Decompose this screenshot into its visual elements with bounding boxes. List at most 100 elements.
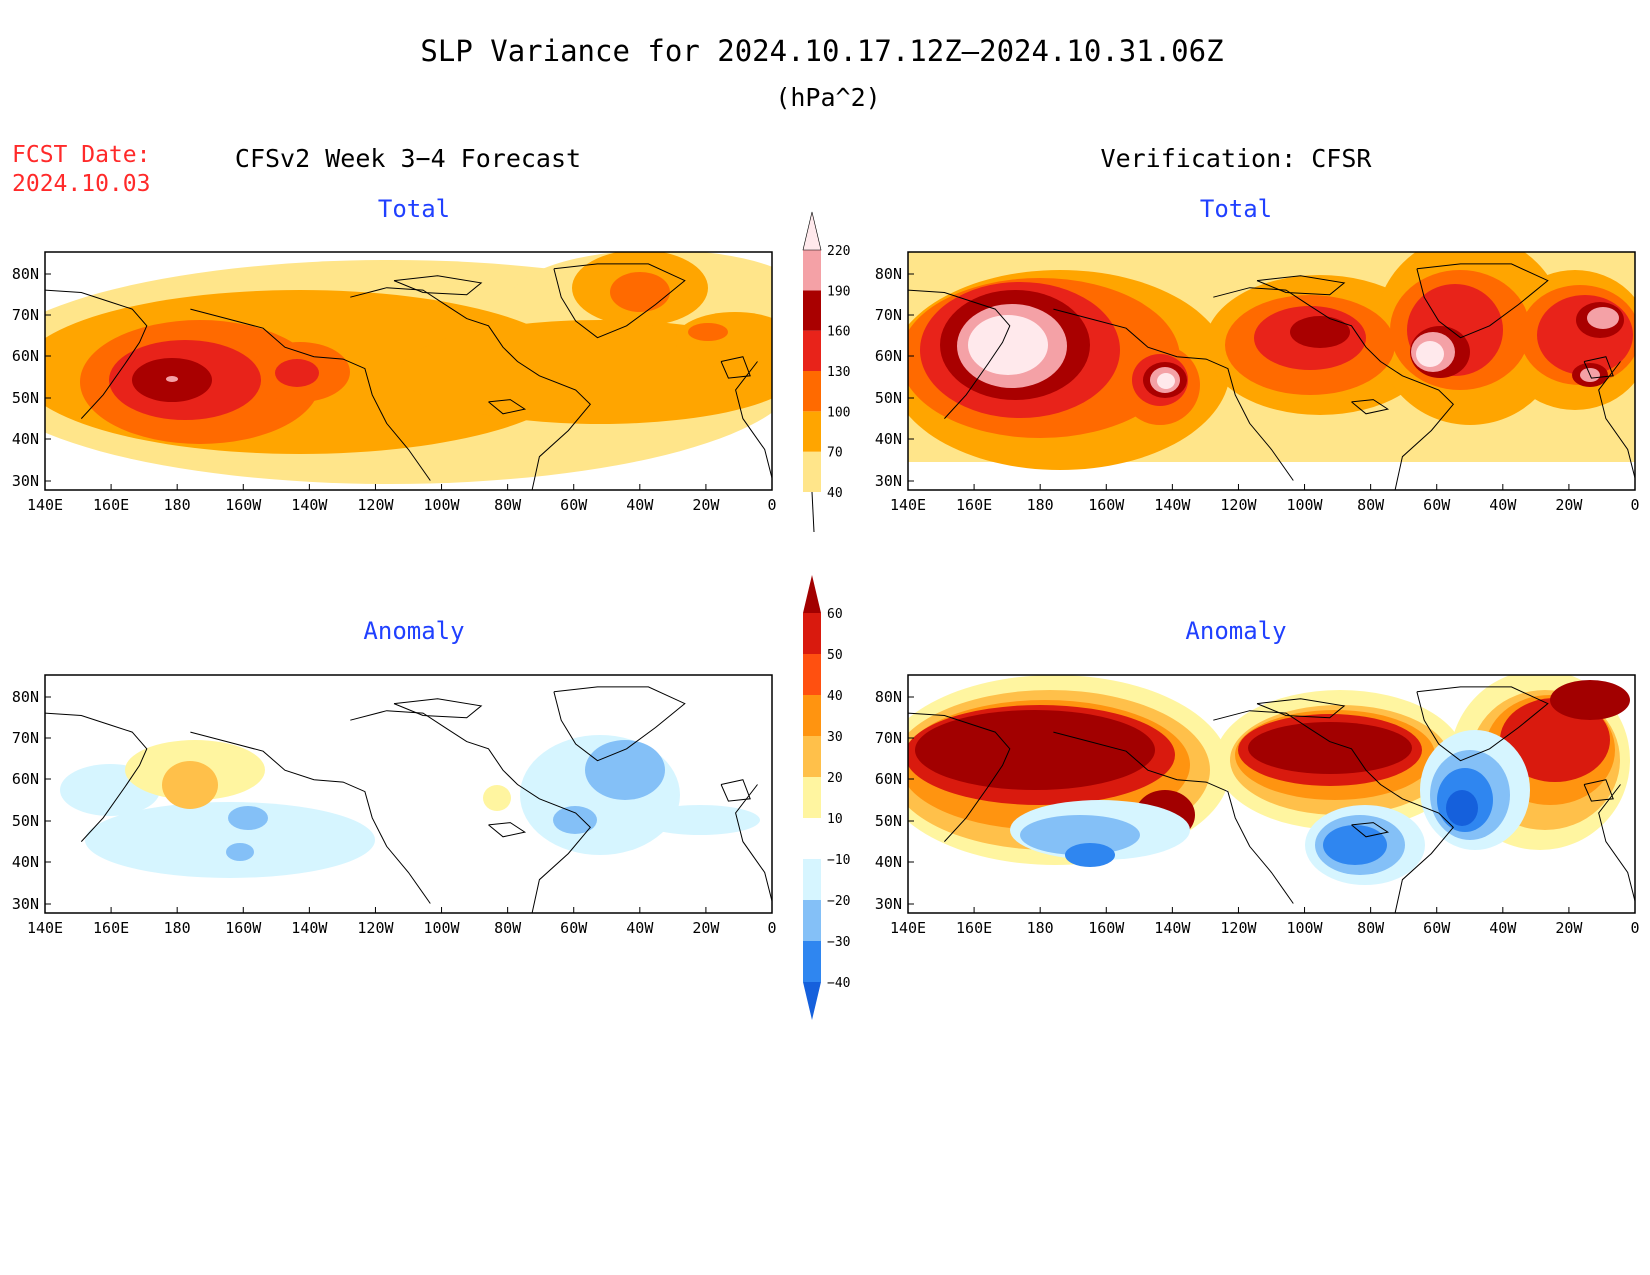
colorbar-anomaly: 60 50 40 30 20 10 −10 −20 −30 −40 — [803, 575, 850, 1020]
right-header: Verification: CFSR — [1101, 144, 1373, 173]
x-tick-label: 100W — [423, 496, 460, 514]
x-tick-label: 140W — [291, 919, 328, 937]
coastline — [190, 308, 431, 481]
contour-minus20 — [585, 740, 665, 800]
contour-60 — [1248, 722, 1412, 774]
colorbar-segment — [803, 941, 821, 982]
x-tick-label: 180 — [164, 496, 191, 514]
colorbar-segment — [803, 250, 821, 291]
coastline — [907, 712, 1011, 842]
x-tick-label: 160E — [956, 919, 992, 937]
panel-title-forecast-anomaly: Anomaly — [363, 617, 464, 645]
x-tick-label: 80W — [494, 496, 522, 514]
contour-220 — [968, 315, 1048, 375]
x-tick-label: 80W — [494, 919, 522, 937]
colorbar-tick-label: −40 — [827, 976, 850, 991]
figure-title: SLP Variance for 2024.10.17.12Z—2024.10.… — [420, 34, 1223, 68]
coastline — [1598, 784, 1636, 902]
contour-minus20 — [1020, 815, 1140, 855]
x-tick-label: 120W — [1220, 919, 1257, 937]
forecast-anomaly-map — [45, 675, 772, 913]
x-tick-label: 40W — [626, 496, 654, 514]
verification-anomaly-map — [908, 675, 1635, 913]
colorbar-segment — [803, 290, 821, 331]
y-tick-label: 70N — [875, 306, 902, 324]
x-tick-label: 160E — [93, 496, 129, 514]
y-tick-label: 80N — [12, 265, 39, 283]
colorbar-tick-label: 190 — [827, 284, 850, 299]
contour-minus30 — [1323, 825, 1387, 865]
y-tick-label: 40N — [12, 853, 39, 871]
colorbar-tick-label: 30 — [827, 730, 843, 745]
colorbar-segment — [803, 900, 821, 941]
x-tick-label: 140E — [27, 496, 63, 514]
x-tick-label: 160E — [93, 919, 129, 937]
x-tick-label: 20W — [1555, 496, 1583, 514]
colorbar-segment — [803, 613, 821, 654]
contour-100 — [688, 323, 728, 341]
forecast-anomaly-axes: 140E 160E 180 160W 140W 120W 100W 80W 60W 40W 20W 0… — [12, 674, 777, 937]
x-tick-label: 0 — [767, 919, 776, 937]
contour-60 — [1550, 680, 1630, 720]
colorbar-tick-label: 130 — [827, 365, 850, 380]
coastline — [1256, 698, 1346, 719]
map-frame — [44, 674, 773, 914]
colorbar-tick-label: 100 — [827, 405, 850, 420]
fcst-date: 2024.10.03 — [12, 171, 150, 197]
colorbar-segment — [803, 575, 821, 613]
coastline — [735, 361, 773, 479]
colorbar-segment — [803, 695, 821, 736]
x-tick-label: 0 — [1630, 496, 1639, 514]
contour-220 — [1157, 373, 1175, 389]
x-tick-label: 160W — [225, 919, 262, 937]
y-tick-label: 30N — [875, 472, 902, 490]
colorbar-segment — [803, 330, 821, 371]
coastline — [1351, 399, 1390, 415]
contour-minus20 — [553, 806, 597, 834]
coastline — [1598, 361, 1636, 479]
coastline — [907, 289, 1011, 419]
coastline — [1583, 356, 1614, 379]
contour-minus40 — [1446, 790, 1478, 826]
x-tick-label: 20W — [692, 496, 720, 514]
y-tick-label: 50N — [12, 389, 39, 407]
x-tick-label: 0 — [767, 496, 776, 514]
contour-160 — [1290, 316, 1350, 348]
coastline — [735, 784, 773, 902]
x-tick-label: 40W — [1489, 919, 1517, 937]
x-tick-label: 60W — [1423, 496, 1451, 514]
coastline — [393, 698, 483, 719]
contour-70 — [675, 312, 772, 368]
x-tick-label: 120W — [1220, 496, 1257, 514]
coastline — [44, 289, 148, 419]
colorbar-tick-label: 40 — [827, 689, 843, 704]
map-frame — [907, 251, 1636, 491]
colorbar-tick-label: 50 — [827, 648, 843, 663]
colorbar-segment — [803, 777, 821, 818]
coastline — [720, 779, 751, 802]
contour-minus20 — [226, 843, 254, 861]
contour-minus10 — [85, 802, 375, 878]
colorbar-tick-label: −10 — [827, 853, 850, 868]
colorbar-tick-label: 70 — [827, 446, 843, 461]
x-tick-label: 180 — [164, 919, 191, 937]
colorbar-tick-label: 40 — [827, 486, 843, 501]
contour-220 — [1416, 341, 1444, 367]
y-tick-label: 60N — [12, 347, 39, 365]
coastline — [488, 399, 527, 415]
coastline — [553, 263, 686, 339]
panel-title-verification-anomaly: Anomaly — [1185, 617, 1286, 645]
coastline — [720, 356, 751, 379]
verification-total-map — [908, 252, 1635, 490]
contour-130 — [275, 359, 319, 387]
coastline — [553, 686, 686, 762]
x-tick-label: 180 — [1027, 496, 1054, 514]
x-tick-label: 60W — [560, 496, 588, 514]
colorbar-segment — [803, 654, 821, 695]
colorbar-tick-label: 220 — [827, 244, 850, 259]
contour-10 — [483, 785, 511, 811]
y-tick-label: 30N — [12, 895, 39, 913]
colorbar-tick-label: −30 — [827, 935, 850, 950]
forecast-total-map — [45, 252, 772, 490]
colorbar-tail — [811, 491, 815, 533]
